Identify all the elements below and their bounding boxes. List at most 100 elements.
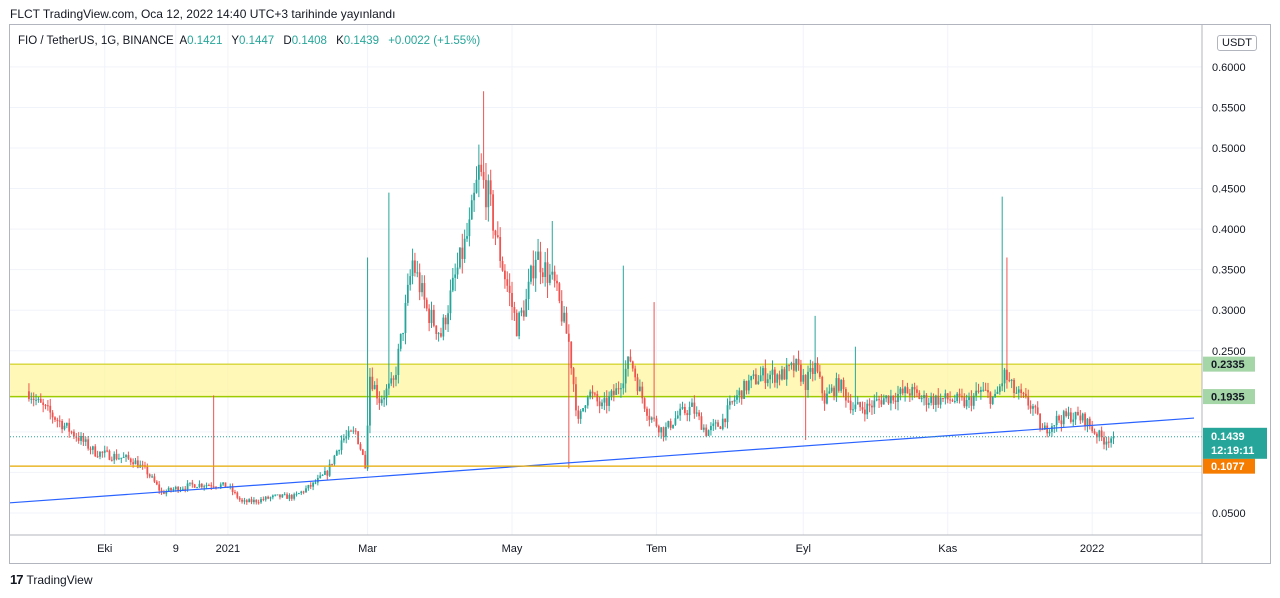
- candle-body: [286, 494, 288, 499]
- candle-body: [956, 393, 959, 402]
- time-axis: Eki 9 2021 Mar May Tem Eyl Kas 2022: [10, 534, 1202, 555]
- candle: [494, 229, 497, 246]
- candle: [676, 410, 679, 420]
- candle: [634, 365, 637, 382]
- candle-body: [982, 389, 985, 391]
- candle: [586, 395, 589, 409]
- candle: [1077, 406, 1079, 416]
- candle-body: [454, 274, 457, 278]
- candle: [496, 221, 499, 239]
- candle-body: [115, 453, 118, 460]
- candle-body: [1060, 420, 1063, 425]
- candle-body: [288, 495, 291, 499]
- candle: [475, 166, 478, 194]
- candle: [151, 474, 153, 478]
- candle: [148, 473, 151, 479]
- candle-body: [241, 499, 243, 502]
- symbol-title[interactable]: FIO / TetherUS, 1G, BINANCE: [18, 35, 174, 47]
- candle-body: [106, 450, 108, 452]
- candle: [501, 256, 504, 272]
- candle-body: [42, 402, 45, 405]
- candle-body: [852, 409, 854, 411]
- drawn-lines: [9, 417, 1202, 504]
- candle: [691, 398, 693, 407]
- candle-body: [1008, 379, 1011, 381]
- candle: [340, 435, 343, 455]
- candle: [129, 457, 132, 466]
- candle: [442, 314, 445, 341]
- candle: [305, 485, 307, 493]
- candle: [875, 392, 878, 402]
- candle: [267, 495, 270, 500]
- candle-body: [847, 400, 850, 402]
- candle-body: [46, 405, 49, 407]
- candle: [480, 153, 483, 177]
- candle: [56, 417, 59, 428]
- time-tick-label: 2022: [1080, 543, 1104, 555]
- candle-body: [826, 393, 828, 404]
- candle-body: [856, 402, 859, 405]
- currency-unit-button[interactable]: USDT: [1217, 35, 1257, 51]
- candle-body: [937, 395, 940, 405]
- candle-body: [35, 399, 37, 401]
- candle: [944, 389, 947, 405]
- price-tick-label: 0.3500: [1212, 265, 1246, 277]
- candle: [224, 482, 227, 488]
- candle-body: [167, 487, 170, 492]
- candle: [724, 418, 727, 428]
- candle-body: [425, 299, 428, 309]
- candle-body: [255, 499, 258, 503]
- candle: [769, 370, 772, 389]
- candle: [866, 399, 869, 419]
- candle-body: [395, 374, 397, 380]
- candle-body: [608, 396, 611, 406]
- candle-body: [506, 279, 509, 286]
- candle: [894, 392, 897, 410]
- candle-body: [172, 489, 175, 491]
- candle-body: [236, 492, 239, 498]
- candle-body: [579, 411, 582, 419]
- candle-body: [733, 399, 736, 402]
- candle: [387, 192, 390, 396]
- footer-brand[interactable]: 17 TradingView: [10, 572, 93, 587]
- candle: [849, 394, 852, 414]
- candle-body: [913, 387, 916, 390]
- candle-body: [589, 391, 592, 398]
- candle-body: [558, 283, 561, 301]
- candle: [757, 375, 760, 385]
- candle-body: [762, 368, 764, 376]
- candle: [698, 409, 700, 421]
- candle: [432, 304, 435, 328]
- candle: [615, 382, 618, 395]
- candle: [835, 372, 838, 402]
- candle: [51, 410, 54, 424]
- candle-body: [482, 171, 485, 180]
- candle-body: [885, 395, 888, 399]
- candle: [385, 384, 388, 406]
- candle: [1088, 416, 1091, 430]
- candle-body: [501, 261, 504, 271]
- candle-body: [873, 400, 876, 408]
- candle-body: [1001, 383, 1004, 387]
- candle-body: [1072, 419, 1075, 422]
- candle: [852, 402, 854, 416]
- candle: [87, 435, 90, 451]
- candle: [807, 365, 809, 398]
- candle-body: [634, 368, 637, 378]
- candle-body: [125, 455, 127, 457]
- candle: [82, 432, 85, 446]
- candle: [118, 453, 120, 460]
- candle-body: [295, 493, 298, 495]
- candle-body: [430, 309, 433, 324]
- series-legend[interactable]: FIO / TetherUS, 1G, BINANCE A0.1421 Y0.1…: [18, 35, 486, 47]
- candle: [283, 492, 286, 496]
- candle-body: [352, 430, 355, 432]
- candle: [110, 456, 113, 462]
- candle: [115, 449, 118, 461]
- candle: [970, 390, 973, 412]
- candle: [84, 437, 87, 447]
- candle: [468, 207, 471, 247]
- candle-body: [998, 386, 1001, 392]
- candle: [558, 281, 561, 304]
